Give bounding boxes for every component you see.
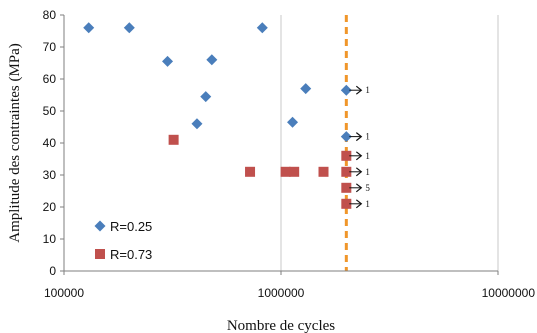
runout-label-5: 1 [365, 199, 370, 209]
point-square-1-1 [245, 166, 256, 177]
y-tick-label-5: 50 [43, 104, 57, 118]
point-diamond-0-0 [83, 22, 95, 34]
runout-label-1: 1 [365, 132, 370, 142]
y-tick-label-4: 40 [43, 136, 57, 150]
x-tick-label-1: 1000000 [258, 286, 305, 300]
runout-arrow-head-5 [355, 199, 363, 209]
runout-label-4: 5 [365, 183, 370, 193]
point-diamond-0-6 [256, 22, 268, 34]
point-square-1-7 [341, 182, 352, 193]
y-tick-label-6: 60 [43, 72, 57, 86]
y-tick-label-1: 10 [43, 232, 57, 246]
runout-arrow-head-1 [355, 132, 363, 142]
runout-arrow-head-2 [355, 151, 363, 161]
point-diamond-0-3 [191, 118, 203, 130]
point-square-1-6 [341, 166, 352, 177]
runout-label-2: 1 [365, 151, 370, 161]
y-tick-labels: 0 10 20 30 40 50 60 70 80 [43, 8, 57, 278]
runout-label-3: 1 [365, 167, 370, 177]
x-tick-label-0: 100000 [44, 286, 84, 300]
point-diamond-0-1 [123, 22, 135, 34]
point-square-1-5 [341, 150, 352, 161]
legend-label-1: R=0.73 [110, 247, 152, 262]
x-tick-labels: 100000 1000000 10000000 [44, 286, 535, 300]
point-square-1-3 [289, 166, 300, 177]
point-diamond-0-2 [162, 55, 174, 67]
point-diamond-0-10 [340, 131, 352, 143]
runout-arrow-head-3 [355, 167, 363, 177]
point-square-1-4 [318, 166, 329, 177]
y-tick-label-7: 70 [43, 40, 57, 54]
x-tick-label-2: 10000000 [482, 286, 536, 300]
data-points [83, 22, 352, 209]
point-diamond-0-4 [200, 91, 212, 103]
runout-label-0: 1 [365, 85, 370, 95]
y-tick-label-0: 0 [49, 264, 56, 278]
point-square-1-0 [168, 134, 179, 145]
point-square-1-2 [280, 166, 291, 177]
legend-marker-1 [95, 249, 105, 259]
point-square-1-8 [341, 198, 352, 209]
runout-arrow-head-0 [355, 85, 363, 95]
runout-arrows: 1 1 1 1 5 1 [349, 85, 370, 209]
point-diamond-0-7 [287, 116, 299, 128]
runout-arrow-head-4 [355, 183, 363, 193]
y-tick-label-2: 20 [43, 200, 57, 214]
y-axis-title: Amplitude des contraintes (MPa) [7, 43, 23, 243]
point-diamond-0-5 [206, 54, 218, 66]
y-tick-label-8: 80 [43, 8, 57, 22]
x-axis-title: Nombre de cycles [227, 318, 335, 333]
legend-marker-0 [94, 220, 106, 232]
legend: R=0.25 R=0.73 [94, 219, 152, 262]
legend-label-0: R=0.25 [110, 219, 152, 234]
y-tick-label-3: 30 [43, 168, 57, 182]
point-diamond-0-8 [300, 83, 312, 95]
point-diamond-0-9 [340, 84, 352, 96]
axes [60, 14, 499, 275]
